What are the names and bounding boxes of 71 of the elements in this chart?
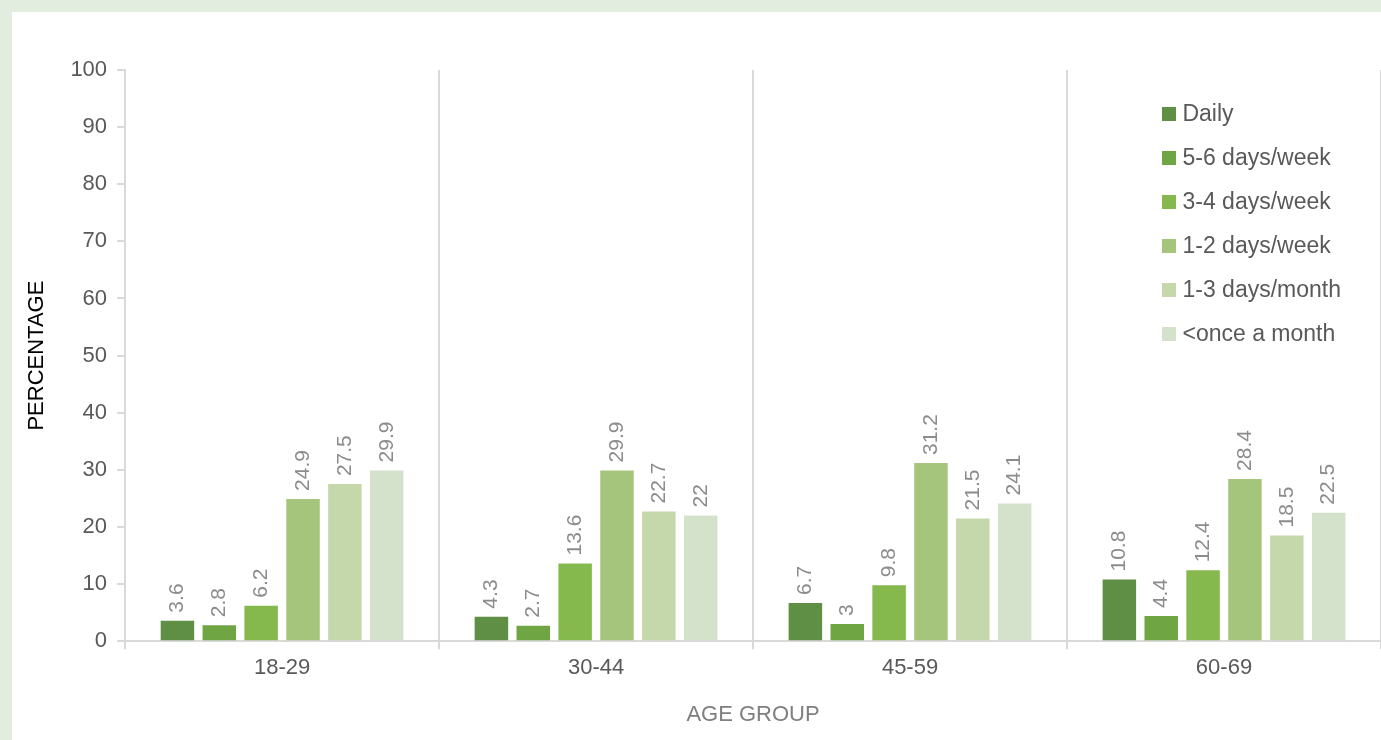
bar [1186, 570, 1220, 641]
bar [286, 498, 320, 641]
legend-label: 1-3 days/month [1182, 276, 1341, 303]
bar [474, 616, 509, 641]
data-label: 2.7 [520, 588, 544, 618]
legend-label: 3-4 days/week [1182, 188, 1331, 215]
data-label: 24.9 [289, 450, 313, 491]
bar [600, 470, 634, 641]
bar [328, 484, 362, 641]
y-tick-label: 70 [82, 227, 108, 253]
x-tick-label: 60-69 [1195, 654, 1253, 680]
bar [1102, 579, 1137, 641]
bar [202, 625, 237, 641]
y-tick-label: 30 [82, 455, 108, 481]
data-label: 21.5 [959, 469, 983, 511]
y-tick-label: 20 [82, 513, 108, 539]
y-tick-label: 50 [82, 341, 108, 367]
bar [1311, 512, 1346, 641]
data-label: 29.9 [603, 421, 627, 463]
x-tick-label: 30-44 [567, 654, 625, 680]
bar [1144, 616, 1178, 641]
y-tick-label: 0 [94, 627, 108, 653]
data-label: 2.8 [206, 588, 230, 618]
data-label: 10.8 [1106, 530, 1130, 572]
data-label: 18.5 [1273, 486, 1297, 528]
y-tick-label: 40 [82, 398, 108, 424]
data-label: 4.4 [1148, 578, 1172, 609]
x-axis-title: AGE GROUP [686, 700, 820, 726]
data-label: 27.5 [331, 435, 355, 477]
legend-label: Daily [1182, 100, 1234, 127]
bar [914, 462, 948, 641]
y-tick-label: 60 [82, 284, 108, 310]
bar [642, 511, 676, 641]
data-label: 31.2 [917, 414, 941, 455]
data-label: 22.5 [1315, 463, 1339, 505]
bar [558, 563, 592, 641]
bar [1270, 535, 1304, 641]
y-tick-label: 10 [82, 570, 108, 596]
data-label: 4.3 [478, 579, 502, 609]
x-tick-label: 18-29 [253, 654, 311, 680]
data-label: 3 [834, 604, 858, 617]
bar [516, 625, 551, 641]
legend-label: 1-2 days/week [1182, 232, 1331, 259]
bar [872, 585, 906, 641]
bar [683, 515, 718, 641]
data-label: 22 [687, 484, 711, 508]
y-tick-label: 90 [82, 113, 108, 139]
x-tick-label: 45-59 [881, 654, 939, 680]
data-label: 9.8 [875, 548, 899, 578]
data-label: 24.1 [1001, 454, 1025, 496]
data-label: 12.4 [1189, 521, 1213, 563]
bar [1228, 478, 1262, 641]
data-label: 3.6 [164, 583, 188, 613]
data-label: 28.4 [1231, 429, 1255, 471]
data-label: 6.7 [792, 565, 816, 595]
bar [830, 624, 864, 641]
bar [370, 470, 404, 641]
bar [956, 518, 990, 641]
data-label: 29.9 [373, 421, 397, 463]
bar [244, 605, 278, 641]
data-label: 6.2 [247, 568, 271, 598]
bar [160, 620, 195, 641]
legend-label: 5-6 days/week [1182, 144, 1331, 171]
data-label: 22.7 [645, 462, 669, 504]
data-label: 13.6 [561, 514, 585, 556]
bar [788, 602, 823, 641]
y-tick-label: 80 [82, 170, 108, 196]
legend-label: <once a month [1182, 320, 1336, 347]
y-axis-title: PERCENTAGE [23, 280, 49, 431]
bar [997, 503, 1032, 641]
y-tick-label: 100 [70, 56, 108, 82]
